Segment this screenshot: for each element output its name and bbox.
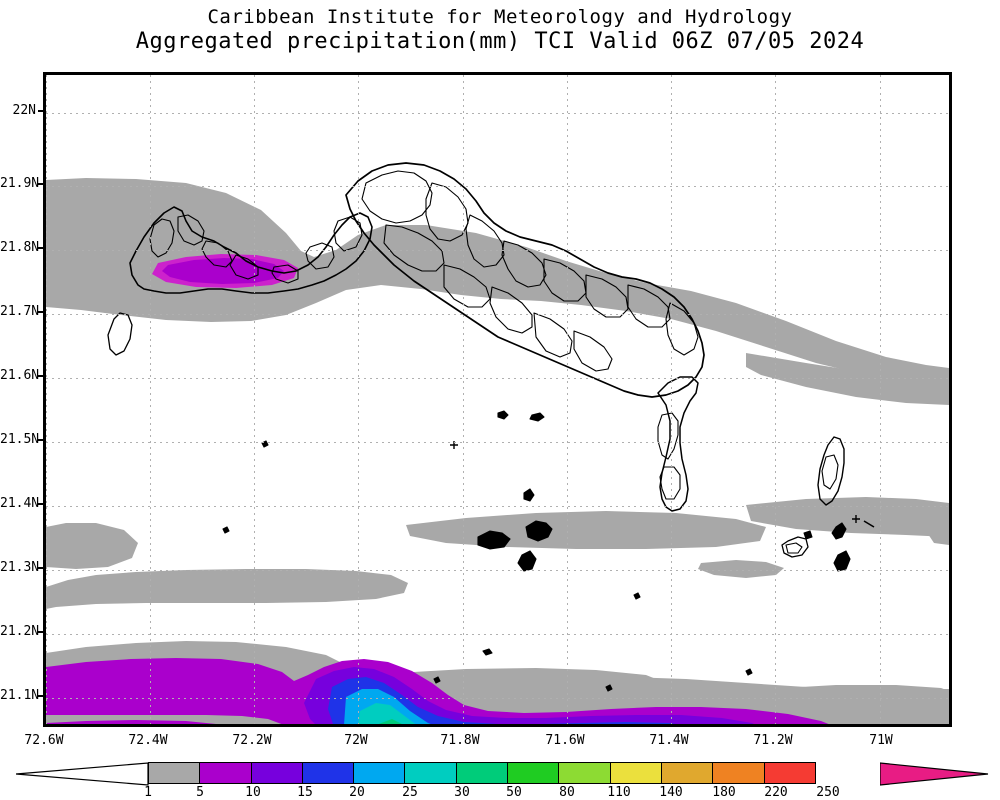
gridline-vertical xyxy=(567,75,568,724)
x-tick-label: 71.8W xyxy=(440,733,480,748)
colorbar-cell-180[interactable] xyxy=(712,762,765,784)
y-tickmark xyxy=(38,110,46,112)
colorbar-tick-label: 10 xyxy=(245,785,261,800)
colorbar-tick-label: 220 xyxy=(764,785,788,800)
x-tick-label: 71.6W xyxy=(545,733,585,748)
colorbar-cell-220[interactable] xyxy=(763,762,816,784)
x-tick-label: 71.2W xyxy=(753,733,793,748)
y-tickmark xyxy=(38,311,46,313)
x-tick-label: 72W xyxy=(344,733,368,748)
colorbar-tick-label: 180 xyxy=(712,785,736,800)
colorbar-tick-label: 80 xyxy=(559,785,575,800)
gridline-vertical xyxy=(463,75,464,724)
y-tick-label: 21.6N xyxy=(0,368,40,383)
map-canvas xyxy=(46,75,949,724)
gridline-vertical xyxy=(150,75,151,724)
colorbar-tick-label: 50 xyxy=(506,785,522,800)
y-tick-label: 21.7N xyxy=(0,304,40,319)
gridline-horizontal xyxy=(46,378,949,379)
page-title: Aggregated precipitation(mm) TCI Valid 0… xyxy=(135,29,865,54)
colorbar-cell-30[interactable] xyxy=(455,762,509,784)
y-tick-label: 21.4N xyxy=(0,496,40,511)
y-tickmark xyxy=(38,503,46,505)
colorbar-cell-20[interactable] xyxy=(353,762,406,784)
x-tick-label: 71.4W xyxy=(649,733,689,748)
colorbar-tick-label: 20 xyxy=(349,785,365,800)
colorbar-cell-5[interactable] xyxy=(199,762,252,784)
gridline-horizontal xyxy=(46,698,949,699)
colorbar-tick-label: 25 xyxy=(402,785,418,800)
colorbar-tick-label: 140 xyxy=(659,785,683,800)
colorbar-cell-50[interactable] xyxy=(507,762,560,784)
x-tick-label: 72.2W xyxy=(232,733,272,748)
y-tick-label: 21.8N xyxy=(0,240,40,255)
gridline-horizontal xyxy=(46,634,949,635)
contour-level-30mm-southwest xyxy=(378,719,402,724)
y-tick-label: 22N xyxy=(12,103,36,118)
gridline-horizontal xyxy=(46,186,949,187)
contour-level-25mm-southwest xyxy=(358,703,416,724)
x-tick-label: 72.4W xyxy=(128,733,168,748)
colorbar-cell-10[interactable] xyxy=(250,762,303,784)
colorbar-right-arrow xyxy=(880,762,989,786)
contour-level-5mm-southwest xyxy=(46,658,829,724)
colorbar-left-arrow xyxy=(16,762,149,786)
precipitation-map-plot xyxy=(43,72,952,727)
x-tick-label: 71W xyxy=(869,733,893,748)
y-tickmark xyxy=(38,631,46,633)
gridline-vertical xyxy=(775,75,776,724)
y-tick-label: 21.3N xyxy=(0,560,40,575)
colorbar-tick-label: 110 xyxy=(607,785,631,800)
gridline-horizontal xyxy=(46,113,949,114)
y-tick-label: 21.5N xyxy=(0,432,40,447)
y-tickmark xyxy=(38,183,46,185)
colorbar-ticks: 1 5 10 15 20 25 30 50 80 110 140 180 220… xyxy=(0,785,1000,800)
gridline-vertical xyxy=(671,75,672,724)
gridline-horizontal xyxy=(46,442,949,443)
precipitation-colorbar: 1 5 10 15 20 25 30 50 80 110 140 180 220… xyxy=(0,758,1000,800)
gridline-horizontal xyxy=(46,250,949,251)
map-graphic xyxy=(46,162,949,724)
gridline-vertical xyxy=(880,75,881,724)
colorbar-tick-label: 250 xyxy=(816,785,840,800)
y-tickmark xyxy=(38,439,46,441)
gridline-horizontal xyxy=(46,314,949,315)
gridline-vertical xyxy=(254,75,255,724)
colorbar-cell-110[interactable] xyxy=(609,762,662,784)
colorbar-cells xyxy=(148,762,816,784)
colorbar-tick-label: 30 xyxy=(454,785,470,800)
x-tick-label: 72.6W xyxy=(24,733,64,748)
colorbar-cell-80[interactable] xyxy=(558,762,611,784)
y-tick-label: 21.1N xyxy=(0,688,40,703)
gridline-horizontal xyxy=(46,506,949,507)
y-tickmark xyxy=(38,375,46,377)
colorbar-cell-25[interactable] xyxy=(404,762,457,784)
y-tickmark xyxy=(38,247,46,249)
gridline-horizontal xyxy=(46,570,949,571)
y-tick-label: 21.2N xyxy=(0,624,40,639)
y-tick-label: 21.9N xyxy=(0,176,40,191)
gridline-vertical xyxy=(46,75,47,724)
colorbar-tick-label: 15 xyxy=(297,785,313,800)
colorbar-cell-1[interactable] xyxy=(148,762,201,784)
coastline-outlines xyxy=(107,162,875,692)
institution-title: Caribbean Institute for Meteorology and … xyxy=(207,6,793,28)
gridline-vertical xyxy=(358,75,359,724)
colorbar-cell-15[interactable] xyxy=(301,762,355,784)
y-tickmark xyxy=(38,567,46,569)
colorbar-cell-140[interactable] xyxy=(660,762,714,784)
contour-level-15mm-southwest xyxy=(328,677,677,724)
colorbar-tick-label: 5 xyxy=(196,785,204,800)
colorbar-tick-label: 1 xyxy=(144,785,152,800)
contour-level-5mm-west-lobe xyxy=(46,720,216,724)
y-tickmark xyxy=(38,695,46,697)
